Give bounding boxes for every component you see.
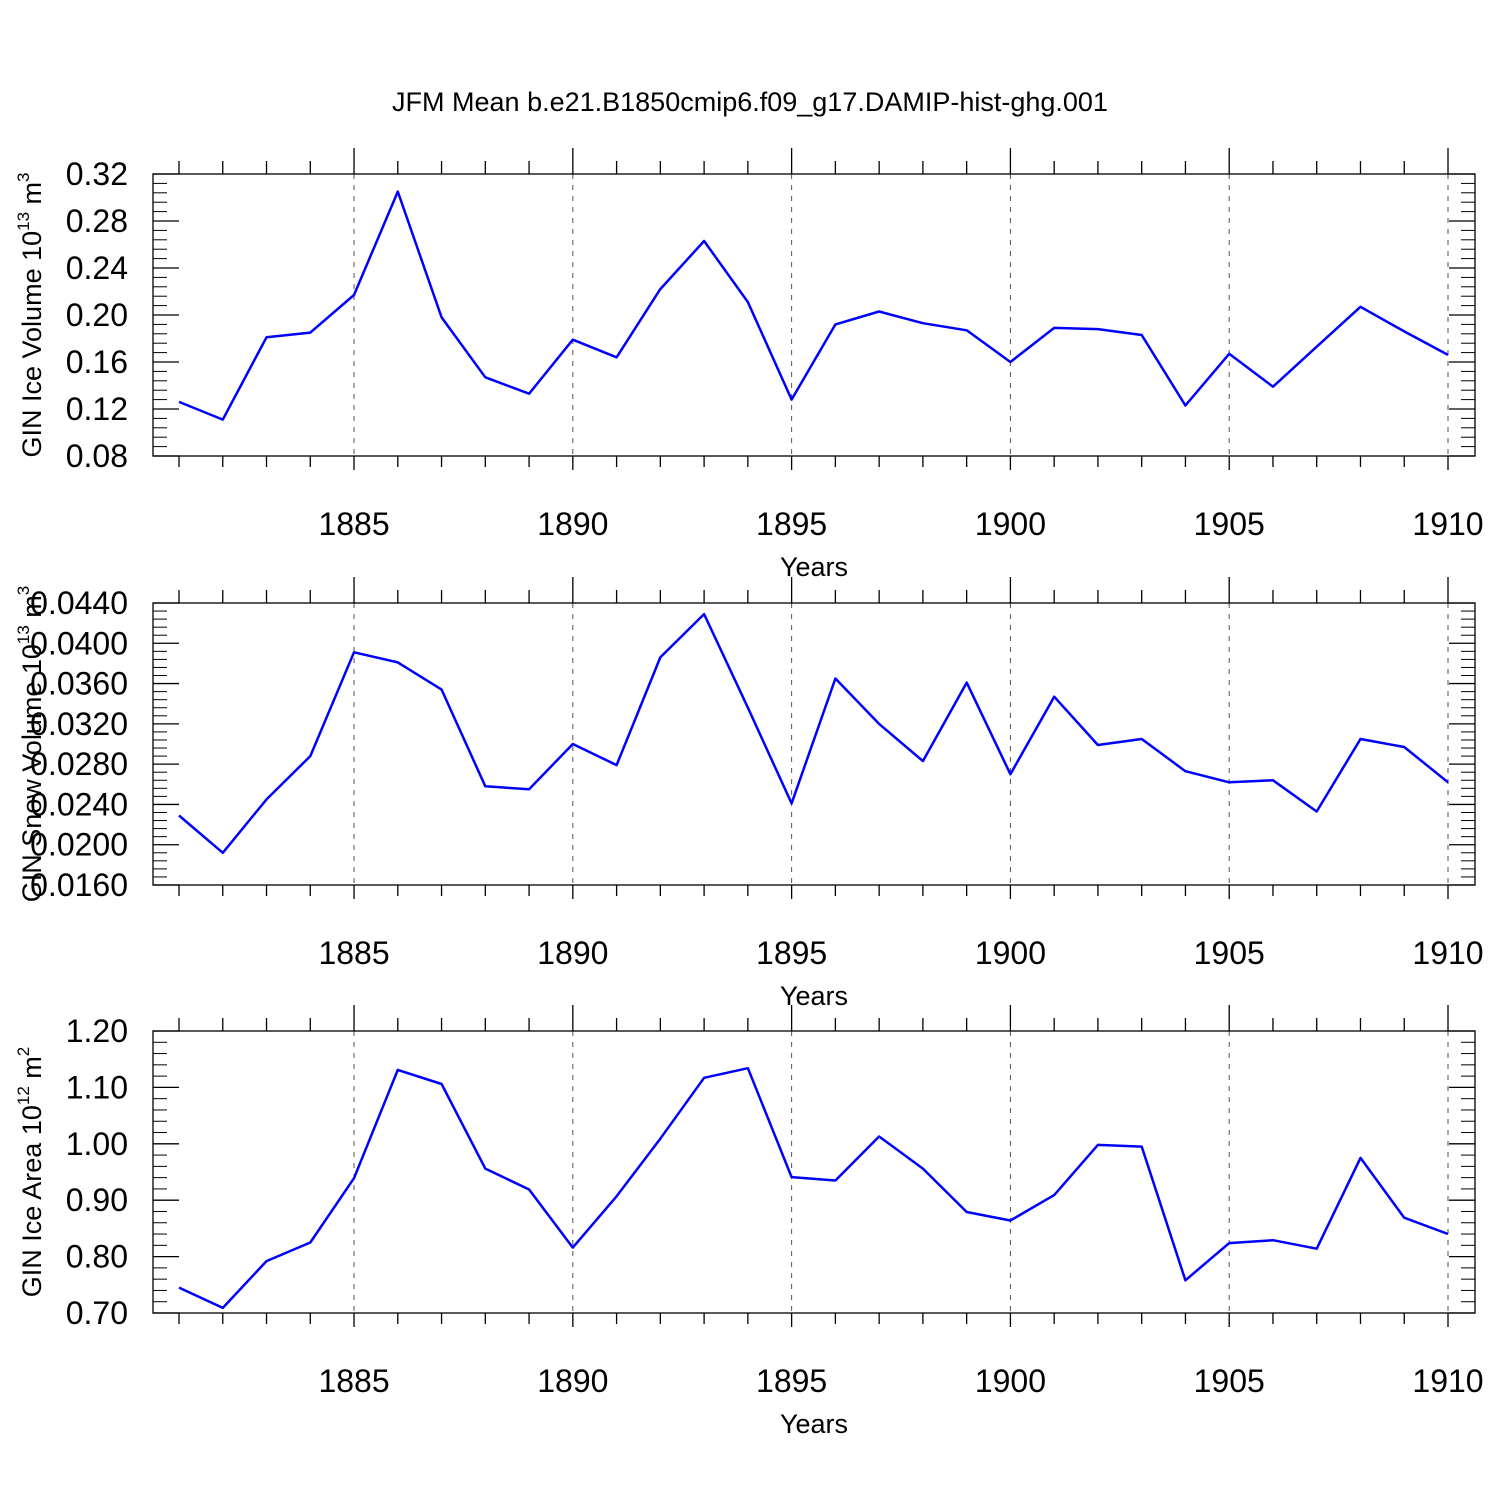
y-tick-label: 0.0360 bbox=[30, 666, 128, 702]
x-tick-label: 1885 bbox=[318, 506, 389, 542]
y-tick-label: 0.0400 bbox=[30, 625, 128, 661]
y-tick-label: 0.70 bbox=[66, 1295, 128, 1331]
x-tick-label: 1905 bbox=[1194, 506, 1265, 542]
x-axis-title: Years bbox=[780, 1409, 848, 1439]
series-line-ice-area bbox=[178, 1066, 1449, 1310]
panel-snow-volume: 1885 1890 1895 1900 1905 1910 Years 0.0160 0.020… bbox=[14, 577, 1484, 1011]
x-tick-label: 1905 bbox=[1194, 935, 1265, 971]
y-tick-label: 1.20 bbox=[66, 1013, 128, 1049]
x-tick-label: 1900 bbox=[975, 935, 1046, 971]
x-tick-label: 1890 bbox=[537, 935, 608, 971]
figure-title: JFM Mean b.e21.B1850cmip6.f09_g17.DAMIP-… bbox=[392, 87, 1108, 117]
y-tick-label: 0.20 bbox=[66, 297, 128, 333]
y-tick-label: 0.0200 bbox=[30, 827, 128, 863]
y-tick-label: 0.08 bbox=[66, 438, 128, 474]
y-tick-label: 1.10 bbox=[66, 1069, 128, 1105]
y-tick-label: 0.32 bbox=[66, 156, 128, 192]
x-tick-label: 1910 bbox=[1412, 1363, 1483, 1399]
plot-frame bbox=[152, 173, 1476, 457]
plot-frame bbox=[152, 1030, 1476, 1314]
chart-panels: 1885 1890 1895 1900 1905 1910 Years 0.08 0.12 0.1… bbox=[14, 148, 1484, 1439]
x-tick-label: 1900 bbox=[975, 506, 1046, 542]
x-tick-label: 1885 bbox=[318, 1363, 389, 1399]
x-tick-label: 1895 bbox=[756, 935, 827, 971]
y-tick-label: 0.0320 bbox=[30, 706, 128, 742]
x-tick-label: 1910 bbox=[1412, 506, 1483, 542]
y-tick-label: 0.24 bbox=[66, 250, 128, 286]
x-tick-label: 1905 bbox=[1194, 1363, 1265, 1399]
plot-frame bbox=[152, 602, 1476, 886]
y-tick-label: 0.16 bbox=[66, 344, 128, 380]
y-tick-label: 1.00 bbox=[66, 1126, 128, 1162]
x-tick-label: 1895 bbox=[756, 506, 827, 542]
y-tick-label: 0.28 bbox=[66, 203, 128, 239]
x-tick-label: 1910 bbox=[1412, 935, 1483, 971]
series-line-ice-volume bbox=[178, 190, 1449, 421]
y-tick-label: 0.0280 bbox=[30, 746, 128, 782]
y-tick-label: 0.12 bbox=[66, 391, 128, 427]
y-tick-label: 0.0160 bbox=[30, 867, 128, 903]
x-axis-title: Years bbox=[780, 981, 848, 1011]
x-tick-label: 1890 bbox=[537, 506, 608, 542]
x-tick-label: 1900 bbox=[975, 1363, 1046, 1399]
panel-ice-volume: 1885 1890 1895 1900 1905 1910 Years 0.08 0.12 0.1… bbox=[14, 148, 1484, 582]
y-axis-title: GIN Ice Volume 1013 m3 bbox=[14, 172, 47, 457]
y-tick-label: 0.0440 bbox=[30, 585, 128, 621]
y-tick-label: 0.0240 bbox=[30, 786, 128, 822]
y-tick-label: 0.90 bbox=[66, 1182, 128, 1218]
series-line-snow-volume bbox=[178, 612, 1449, 855]
y-tick-label: 0.80 bbox=[66, 1239, 128, 1275]
y-axis-title: GIN Ice Area 1012 m2 bbox=[14, 1047, 47, 1298]
x-tick-label: 1895 bbox=[756, 1363, 827, 1399]
x-tick-label: 1890 bbox=[537, 1363, 608, 1399]
y-axis-title: GIN Snow Volume 1013 m3 bbox=[14, 586, 47, 903]
panel-ice-area: 1885 1890 1895 1900 1905 1910 Years 0.70 0.80 0.9… bbox=[14, 1005, 1484, 1439]
x-tick-label: 1885 bbox=[318, 935, 389, 971]
x-axis-title: Years bbox=[780, 552, 848, 582]
